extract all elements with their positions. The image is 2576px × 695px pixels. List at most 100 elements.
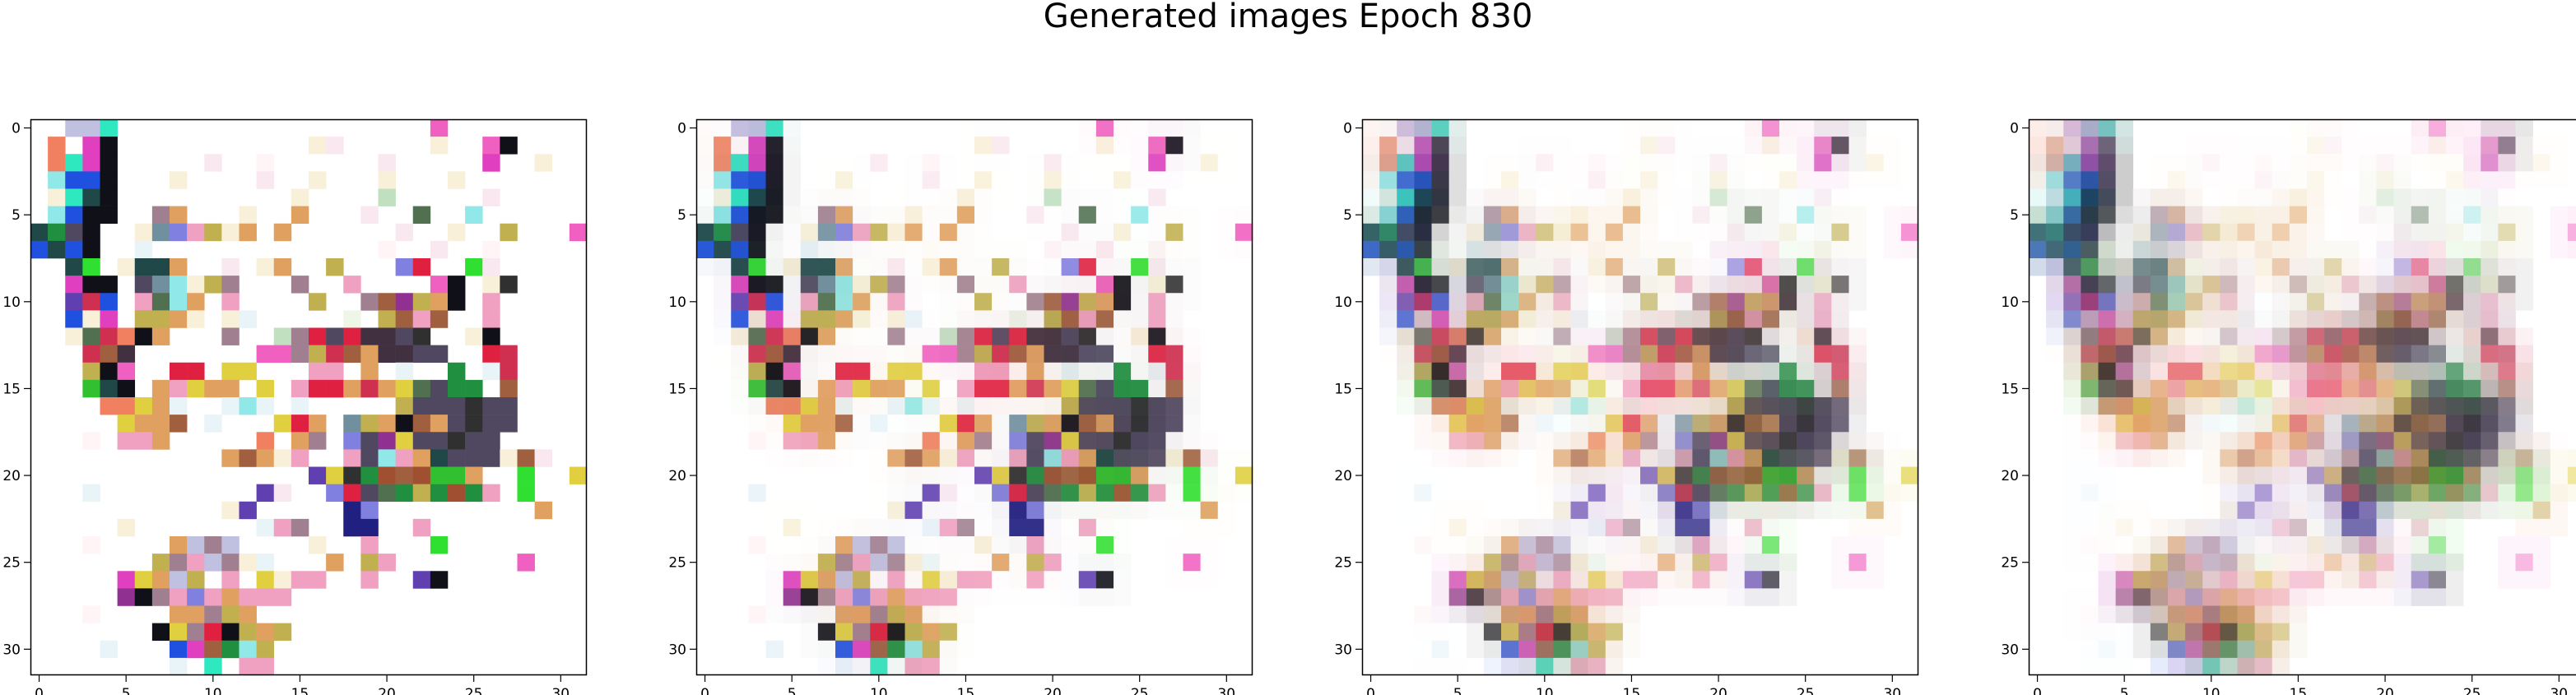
pixel-cell: [1709, 310, 1727, 328]
pixel-cell: [1518, 415, 1537, 433]
pixel-cell: [82, 223, 100, 242]
pixel-cell: [2271, 137, 2290, 155]
pixel-cell: [1131, 206, 1149, 225]
pixel-cell: [2237, 501, 2255, 520]
x-tick-label: 20: [1709, 686, 1727, 695]
pixel-cell: [2098, 154, 2116, 172]
pixel-cell: [1605, 206, 1624, 225]
pixel-cell: [1114, 310, 1132, 328]
y-tick-label: 20: [668, 468, 686, 484]
pixel-cell: [2185, 258, 2203, 276]
pixel-cell: [291, 518, 309, 537]
pixel-cell: [992, 240, 1010, 259]
pixel-cell: [731, 119, 749, 137]
pixel-cell: [1414, 154, 1432, 172]
pixel-cell: [1553, 362, 1571, 381]
pixel-cell: [2307, 206, 2325, 225]
pixel-cell: [714, 223, 732, 242]
pixel-cell: [2428, 327, 2447, 345]
pixel-cell: [1831, 188, 1849, 206]
pixel-cell: [2324, 415, 2342, 433]
pixel-cell: [117, 379, 136, 398]
pixel-cell: [992, 154, 1010, 172]
pixel-cell: [1501, 276, 1519, 294]
pixel-cell: [100, 640, 118, 659]
pixel-cell: [2393, 518, 2412, 537]
pixel-cell: [939, 310, 958, 328]
pixel-cell: [151, 206, 170, 225]
pixel-cell: [1727, 432, 1746, 450]
pixel-cell: [204, 588, 222, 606]
pixel-cell: [2393, 397, 2412, 415]
pixel-cell: [2324, 484, 2342, 503]
pixel-cell: [1501, 588, 1519, 606]
pixel-cell: [1044, 154, 1062, 172]
pixel-cell: [904, 623, 923, 642]
pixel-cell: [1848, 119, 1867, 137]
pixel-cell: [187, 605, 205, 623]
pixel-cell: [2185, 345, 2203, 364]
pixel-cell: [922, 588, 941, 606]
pixel-cell: [1448, 223, 1467, 242]
pixel-cell: [170, 605, 188, 623]
pixel-cell: [2150, 536, 2169, 554]
pixel-cell: [430, 240, 449, 259]
pixel-cell: [2393, 327, 2412, 345]
pixel-cell: [1165, 240, 1183, 259]
pixel-cell: [151, 327, 170, 345]
pixel-cell: [2393, 258, 2412, 276]
pixel-cell: [1831, 171, 1849, 189]
pixel-cell: [1148, 379, 1166, 398]
pixel-cell: [2515, 154, 2533, 172]
pixel-cell: [2341, 240, 2360, 259]
pixel-cell: [395, 258, 414, 276]
pixel-cell: [1692, 171, 1710, 189]
pixel-cell: [1675, 188, 1693, 206]
pixel-cell: [2271, 605, 2290, 623]
pixel-cell: [2150, 293, 2169, 311]
pixel-cell: [221, 449, 239, 467]
pixel-cell: [2202, 640, 2220, 659]
pixel-cell: [412, 415, 431, 433]
pixel-cell: [714, 206, 732, 225]
pixel-cell: [2098, 518, 2116, 537]
pixel-cell: [1900, 206, 1919, 225]
pixel-cell: [1866, 554, 1885, 572]
pixel-cell: [2289, 276, 2308, 294]
pixel-cell: [1779, 432, 1797, 450]
pixel-cell: [2498, 206, 2516, 225]
pixel-cell: [343, 276, 361, 294]
pixel-cell: [1414, 293, 1432, 311]
pixel-cell: [870, 379, 888, 398]
pixel-cell: [2498, 240, 2516, 259]
pixel-cell: [1536, 223, 1554, 242]
pixel-cell: [1675, 327, 1693, 345]
pixel-cell: [1692, 536, 1710, 554]
pixel-cell: [2046, 310, 2064, 328]
pixel-cell: [1114, 154, 1132, 172]
pixel-cell: [922, 310, 941, 328]
pixel-cell: [2150, 657, 2169, 676]
pixel-cell: [1640, 293, 1658, 311]
pixel-cell: [1131, 466, 1149, 484]
pixel-cell: [1448, 310, 1467, 328]
pixel-cell: [887, 623, 905, 642]
pixel-cell: [1165, 571, 1183, 589]
pixel-cell: [2515, 554, 2533, 572]
pixel-cell: [2341, 362, 2360, 381]
pixel-cell: [1605, 623, 1624, 642]
pixel-cell: [974, 119, 993, 137]
pixel-cell: [1640, 415, 1658, 433]
pixel-cell: [783, 432, 802, 450]
pixel-cell: [1148, 484, 1166, 503]
pixel-cell: [2254, 432, 2273, 450]
pixel-cell: [1692, 518, 1710, 537]
pixel-cell: [2254, 466, 2273, 484]
pixel-cell: [1183, 293, 1201, 311]
pixel-cell: [412, 484, 431, 503]
pixel-cell: [465, 258, 483, 276]
pixel-cell: [2029, 188, 2047, 206]
pixel-cell: [1044, 379, 1062, 398]
pixel-cell: [1483, 345, 1502, 364]
pixel-cell: [395, 293, 414, 311]
